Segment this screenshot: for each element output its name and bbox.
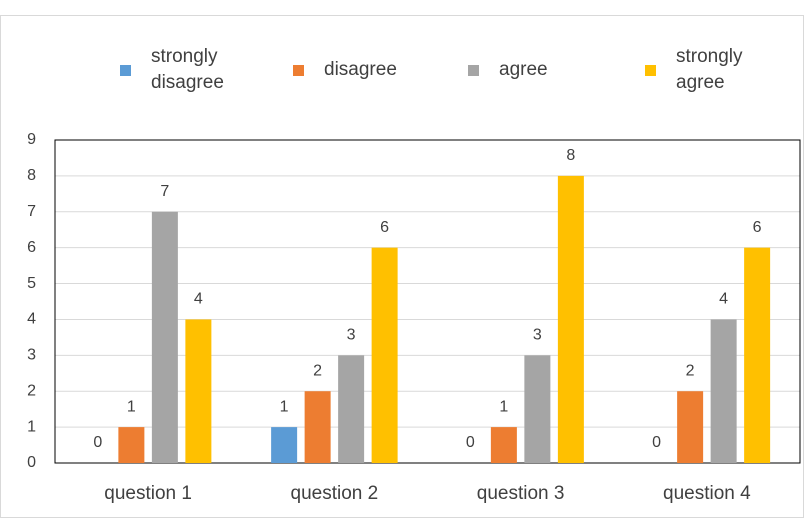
legend-item: strongly disagree <box>120 42 241 98</box>
chart-border <box>0 15 804 518</box>
bar <box>557 175 584 463</box>
bar <box>304 391 331 463</box>
bar <box>338 355 365 463</box>
data-label: 1 <box>499 398 508 415</box>
y-tick-label: 5 <box>27 275 36 292</box>
bar <box>677 391 704 463</box>
bar <box>524 355 551 463</box>
data-label: 7 <box>160 183 169 200</box>
data-label: 0 <box>466 434 475 451</box>
y-tick-label: 1 <box>27 418 36 435</box>
x-tick-label: question 3 <box>477 483 565 504</box>
bar <box>490 427 517 463</box>
legend-swatch <box>293 64 304 76</box>
y-tick-label: 2 <box>27 382 36 399</box>
y-tick-label: 4 <box>27 311 36 328</box>
bar <box>151 211 178 463</box>
y-tick-label: 6 <box>27 239 36 256</box>
bar <box>710 319 737 463</box>
bar <box>744 247 771 463</box>
y-tick-label: 9 <box>27 131 36 148</box>
data-label: 8 <box>566 147 575 164</box>
data-label: 3 <box>347 327 356 344</box>
data-label: 4 <box>194 291 203 308</box>
y-tick-label: 7 <box>27 203 36 220</box>
data-label: 0 <box>652 434 661 451</box>
x-tick-label: question 4 <box>663 483 751 504</box>
data-label: 3 <box>533 327 542 344</box>
bar <box>185 319 212 463</box>
legend-swatch <box>120 64 131 76</box>
data-label: 2 <box>313 362 322 379</box>
bar <box>271 427 298 463</box>
plot-border <box>54 139 801 464</box>
x-tick-label: question 2 <box>291 483 379 504</box>
bar <box>371 247 398 463</box>
data-label: 6 <box>380 219 389 236</box>
legend-swatch <box>645 64 656 76</box>
data-label: 2 <box>686 362 695 379</box>
y-tick-label: 3 <box>27 347 36 364</box>
data-label: 1 <box>280 398 289 415</box>
legend-swatch <box>468 64 479 76</box>
x-tick-label: question 1 <box>104 483 192 504</box>
y-tick-label: 0 <box>27 454 36 471</box>
data-label: 6 <box>753 219 762 236</box>
legend-label: agree <box>499 59 548 80</box>
legend-item: strongly agree <box>645 42 766 98</box>
data-label: 0 <box>93 434 102 451</box>
legend-item: agree <box>468 42 589 98</box>
legend-label: strongly agree <box>676 46 743 93</box>
y-tick-label: 8 <box>27 167 36 184</box>
legend-label: strongly disagree <box>151 46 224 93</box>
data-label: 4 <box>719 291 728 308</box>
data-label: 1 <box>127 398 136 415</box>
legend-item: disagree <box>293 42 414 98</box>
legend-label: disagree <box>324 59 397 80</box>
bar <box>118 427 145 463</box>
